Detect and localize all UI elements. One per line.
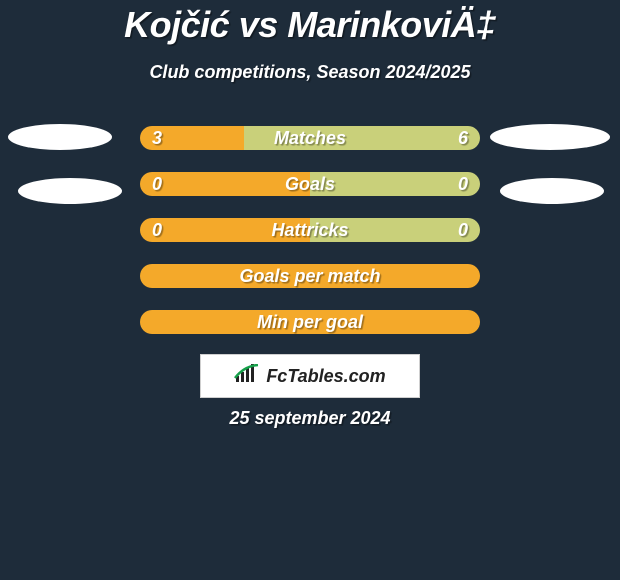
bar-min-per-goal: Min per goal — [140, 310, 480, 334]
logo-text: FcTables.com — [266, 366, 385, 387]
subtitle: Club competitions, Season 2024/2025 — [0, 62, 620, 83]
chart-icon — [234, 364, 260, 389]
left-ellipse-2 — [18, 178, 122, 204]
right-ellipse-1 — [490, 124, 610, 150]
bar-matches-right-val: 6 — [458, 126, 468, 150]
bar-matches-label: Matches — [140, 126, 480, 150]
bar-mpg-label: Min per goal — [140, 310, 480, 334]
fctables-logo[interactable]: FcTables.com — [200, 354, 420, 398]
date-text: 25 september 2024 — [0, 408, 620, 429]
bar-goals-label: Goals — [140, 172, 480, 196]
right-ellipse-2 — [500, 178, 604, 204]
bar-goals: 0 Goals 0 — [140, 172, 480, 196]
bar-goals-right-val: 0 — [458, 172, 468, 196]
page-title: Kojčić vs MarinkoviÄ‡ — [0, 4, 620, 46]
bar-gpm-label: Goals per match — [140, 264, 480, 288]
left-ellipse-1 — [8, 124, 112, 150]
bar-hattricks-right-val: 0 — [458, 218, 468, 242]
stats-card: Kojčić vs MarinkoviÄ‡ Club competitions,… — [0, 0, 620, 580]
stat-bars: 3 Matches 6 0 Goals 0 0 Hattricks 0 Goal… — [140, 126, 480, 356]
bar-matches: 3 Matches 6 — [140, 126, 480, 150]
bar-hattricks-label: Hattricks — [140, 218, 480, 242]
bar-hattricks: 0 Hattricks 0 — [140, 218, 480, 242]
bar-goals-per-match: Goals per match — [140, 264, 480, 288]
